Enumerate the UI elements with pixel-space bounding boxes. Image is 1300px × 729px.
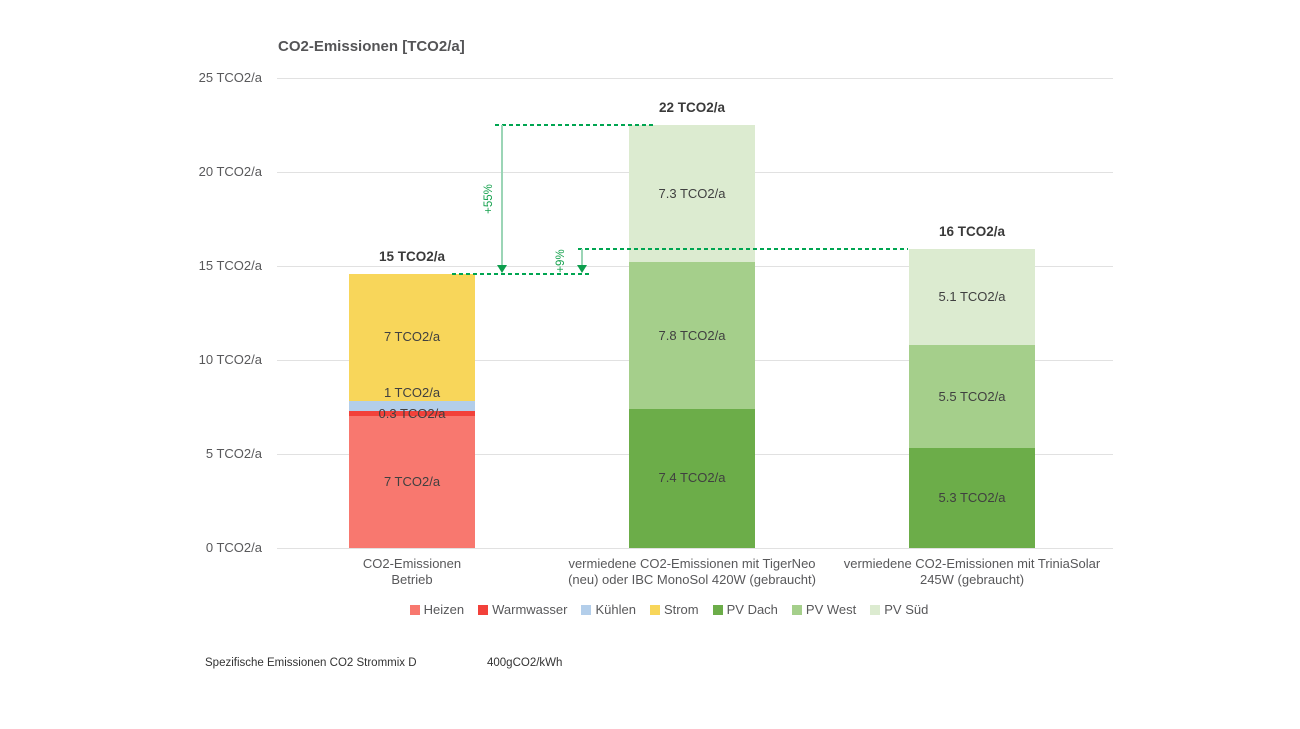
bar-total-label: 16 TCO2/a <box>938 224 1006 240</box>
segment-value-label: 1 TCO2/a <box>383 385 441 401</box>
segment-value-label: 7 TCO2/a <box>383 474 441 490</box>
x-axis-category-line: (neu) oder IBC MonoSol 420W (gebraucht) <box>568 571 816 587</box>
legend-swatch-icon <box>870 605 881 615</box>
chart-title: CO2-Emissionen [TCO2/a] <box>278 38 465 55</box>
x-axis-category-label: vermiedene CO2-Emissionen mit TriniaSola… <box>822 556 1122 587</box>
chart-legend: Heizen Warmwasser Kühlen Strom PV Dach PV Wes… <box>204 600 1134 620</box>
legend-label: Strom <box>663 602 699 617</box>
bar-segment-pv-dach <box>629 408 755 548</box>
bar-segment-pv-dach <box>909 448 1035 548</box>
legend-label: Kühlen <box>595 602 636 617</box>
legend-label: Heizen <box>423 602 465 617</box>
y-tick-label: 20 TCO2/a <box>198 164 262 179</box>
legend-item-strom: Strom <box>649 602 699 617</box>
legend-item-kühlen: Kühlen <box>581 602 636 617</box>
footnote-strommix-value: 400gCO2/kWh <box>487 657 563 669</box>
y-tick-label: 5 TCO2/a <box>205 446 262 461</box>
segment-value-label: 7.3 TCO2/a <box>658 185 726 201</box>
annotation-arrowhead <box>577 264 587 273</box>
annotation-arrow-line <box>581 249 583 266</box>
bar-segment-kühlen <box>349 401 475 411</box>
x-axis-category-line: 245W (gebraucht) <box>919 571 1025 587</box>
legend-label: PV Dach <box>726 602 778 617</box>
y-tick-label: 10 TCO2/a <box>198 352 262 367</box>
legend-swatch-icon <box>409 605 420 615</box>
legend-swatch-icon <box>712 605 723 615</box>
annotation-dashed-line <box>578 248 908 251</box>
bar-segment-warmwasser <box>349 410 475 417</box>
gridline <box>277 77 1113 79</box>
y-tick-label: 0 TCO2/a <box>205 540 262 555</box>
bar-segment-pv-west <box>629 262 755 409</box>
segment-value-label: 5.5 TCO2/a <box>938 388 1006 404</box>
gridline <box>277 547 1113 549</box>
legend-item-pv-dach: PV Dach <box>712 602 778 617</box>
x-axis-category-line: CO2-Emissionen <box>362 556 462 571</box>
bar-segment-heizen <box>349 416 475 548</box>
bar-segment-pv-süd <box>909 249 1035 345</box>
segment-value-label: 5.3 TCO2/a <box>938 490 1006 506</box>
legend-label: PV Süd <box>884 602 929 617</box>
x-axis-category-line: Betrieb <box>391 571 433 587</box>
x-axis-category-label: vermiedene CO2-Emissionen mit TigerNeo (n… <box>542 556 842 587</box>
legend-swatch-icon <box>791 605 802 615</box>
legend-label: PV West <box>805 602 857 617</box>
segment-value-label: 7 TCO2/a <box>383 329 441 345</box>
annotation-delta-label: +55% <box>483 184 495 215</box>
bar-segment-pv-west <box>909 344 1035 449</box>
bar-total-label: 22 TCO2/a <box>658 100 726 115</box>
y-tick-label: 15 TCO2/a <box>198 258 262 273</box>
bar-total-label: 15 TCO2/a <box>378 248 446 264</box>
bar-segment-pv-süd <box>629 125 755 263</box>
annotation-dashed-line <box>452 272 590 275</box>
annotation-arrowhead <box>497 264 507 273</box>
legend-item-heizen: Heizen <box>409 602 465 617</box>
legend-item-pv-west: PV West <box>791 602 857 617</box>
y-tick-label: 25 TCO2/a <box>198 70 262 85</box>
segment-value-label: 7.4 TCO2/a <box>658 470 726 486</box>
legend-item-warmwasser: Warmwasser <box>478 603 567 617</box>
bar-segment-strom <box>349 273 475 402</box>
legend-swatch-icon <box>649 605 660 615</box>
annotation-delta-label: +9% <box>555 249 567 273</box>
x-axis-category-line: vermiedene CO2-Emissionen mit TigerNeo <box>568 556 816 571</box>
annotation-arrow-line <box>501 125 503 266</box>
segment-value-label: 5.1 TCO2/a <box>938 289 1006 305</box>
legend-label: Warmwasser <box>492 602 568 617</box>
legend-item-pv-süd: PV Süd <box>870 603 928 617</box>
annotation-dashed-line <box>495 124 656 126</box>
footnote-strommix-label: Spezifische Emissionen CO2 Strommix D <box>205 657 417 669</box>
x-axis-category-line: vermiedene CO2-Emissionen mit TriniaSola… <box>843 556 1101 571</box>
legend-swatch-icon <box>478 605 489 615</box>
legend-swatch-icon <box>581 605 592 615</box>
segment-value-label: 0.3 TCO2/a <box>378 405 446 421</box>
segment-value-label: 7.8 TCO2/a <box>658 327 726 343</box>
x-axis-category-label: CO2-Emissionen Betrieb <box>262 556 562 587</box>
